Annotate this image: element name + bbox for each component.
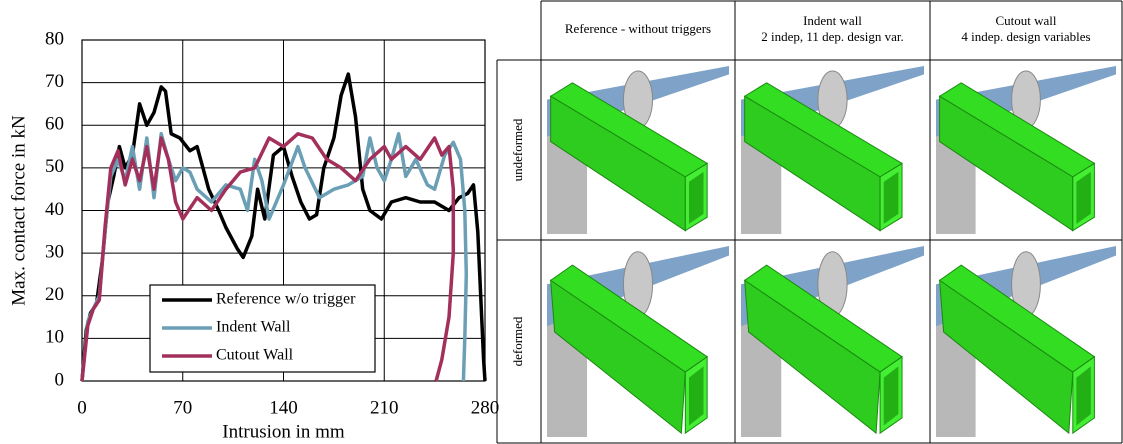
x-axis-label: Intrusion in mm [222, 421, 345, 442]
x-tick-label: 0 [77, 397, 87, 418]
x-tick-label: 280 [471, 397, 500, 418]
y-tick-label: 0 [55, 369, 65, 390]
row-header: undeformed [510, 118, 525, 181]
y-tick-label: 20 [45, 284, 64, 305]
column-header: Indent wall [803, 13, 862, 28]
x-tick-label: 140 [269, 397, 298, 418]
x-tick-label: 70 [173, 397, 192, 418]
cell-image [741, 66, 924, 234]
y-axis-label: Max. contact force in kN [8, 115, 29, 306]
legend: Reference w/o trigger Indent Wall Cutout W… [150, 285, 375, 372]
y-tick-label: 80 [45, 28, 64, 49]
cell-image [936, 66, 1116, 234]
legend-label: Reference w/o trigger [216, 291, 356, 308]
y-tick-label: 70 [45, 71, 64, 92]
row-header: deformed [510, 316, 525, 366]
column-header: 4 indep. design variables [961, 29, 1090, 44]
table: Reference - without triggers Indent wall2… [497, 1, 1122, 443]
y-tick-label: 50 [45, 156, 64, 177]
x-tick-label: 210 [370, 397, 399, 418]
legend-label: Cutout Wall [216, 347, 294, 364]
y-tick-label: 40 [45, 199, 64, 220]
y-tick-label: 60 [45, 114, 64, 135]
figure: 0 10 20 30 40 50 60 70 80 0 70 140 210 280 Intrusion i… [0, 0, 1123, 444]
cell-image [741, 246, 924, 437]
y-tick-label: 30 [45, 241, 64, 262]
cell-image [936, 246, 1116, 437]
column-header: Reference - without triggers [565, 21, 711, 36]
y-tick-label: 10 [45, 327, 64, 348]
column-header: 2 indep, 11 dep. design var. [761, 29, 904, 44]
column-header: Cutout wall [995, 13, 1056, 28]
legend-label: Indent Wall [216, 319, 291, 336]
cell-image [547, 66, 729, 234]
cell-image [547, 246, 729, 437]
